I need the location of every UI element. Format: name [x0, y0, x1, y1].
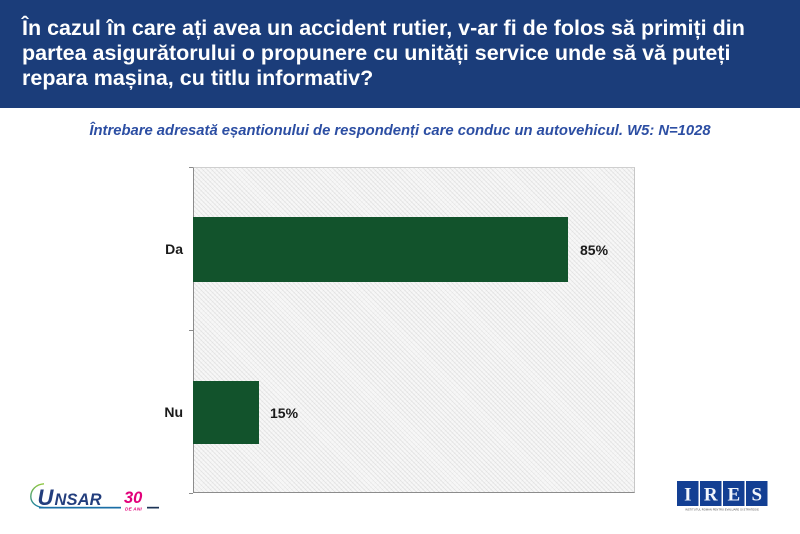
svg-text:U: U — [38, 485, 55, 510]
svg-text:I: I — [684, 485, 691, 506]
svg-text:30: 30 — [124, 489, 143, 507]
svg-text:INSTITUTUL ROMAN PENTRU EVALUA: INSTITUTUL ROMAN PENTRU EVALUARE SI STRA… — [685, 508, 759, 512]
svg-text:E: E — [727, 485, 740, 506]
svg-text:S: S — [752, 485, 763, 506]
svg-text:NSAR: NSAR — [55, 491, 102, 509]
svg-text:R: R — [704, 485, 718, 506]
svg-text:DE ANI: DE ANI — [125, 506, 142, 511]
